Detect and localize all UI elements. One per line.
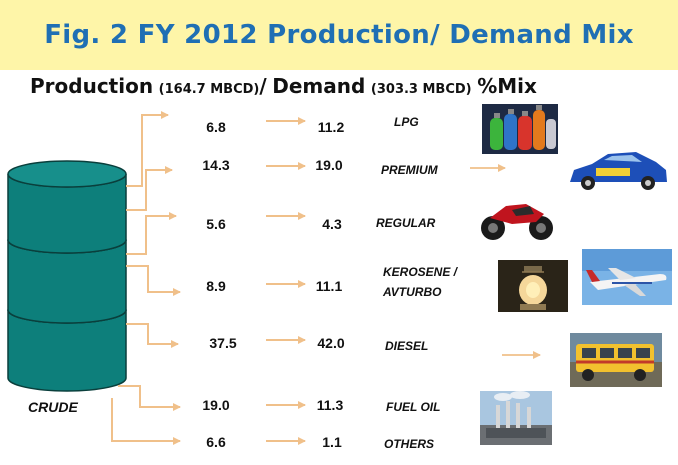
product-label-others: OTHERS bbox=[384, 437, 435, 451]
connector-premium bbox=[126, 166, 173, 211]
product-label-kerosene-line1: KEROSENE / bbox=[383, 265, 458, 279]
production-value-lpg: 6.8 bbox=[206, 119, 226, 135]
crude-label: CRUDE bbox=[28, 399, 78, 415]
crude-barrel bbox=[7, 160, 127, 392]
production-value-regular: 5.6 bbox=[206, 216, 226, 232]
connector-diesel bbox=[126, 323, 179, 348]
product-label-regular: REGULAR bbox=[376, 216, 436, 230]
product-label-lpg: LPG bbox=[394, 115, 419, 129]
connector-lpg bbox=[126, 111, 169, 187]
rally-car-photo-icon bbox=[566, 146, 670, 196]
lantern-photo-icon bbox=[498, 260, 568, 312]
production-value-fueloil: 19.0 bbox=[202, 397, 230, 413]
connector-regular bbox=[126, 212, 177, 255]
airplane-photo-icon bbox=[582, 249, 672, 305]
connector-kerosene bbox=[126, 265, 181, 296]
product-label-fueloil: FUEL OIL bbox=[386, 400, 441, 414]
title-banner: Fig. 2 FY 2012 Production/ Demand Mix bbox=[0, 0, 678, 70]
demand-total: (303.3 MBCD) bbox=[370, 82, 472, 97]
connector-fueloil bbox=[118, 385, 181, 411]
demand-value-kerosene: 11.1 bbox=[315, 278, 343, 294]
subtitle-separator: / bbox=[259, 74, 267, 98]
product-label-kerosene: KEROSENE / AVTURBO bbox=[383, 262, 457, 302]
jeepney-photo-icon bbox=[570, 333, 662, 387]
product-label-diesel: DIESEL bbox=[385, 339, 429, 353]
figure-title: Fig. 2 FY 2012 Production/ Demand Mix bbox=[44, 20, 634, 50]
demand-value-lpg: 11.2 bbox=[317, 119, 345, 135]
production-value-premium: 14.3 bbox=[202, 157, 230, 173]
motorcycle-photo-icon bbox=[478, 200, 556, 242]
demand-value-regular: 4.3 bbox=[322, 216, 342, 232]
demand-value-premium: 19.0 bbox=[315, 157, 343, 173]
production-value-others: 6.6 bbox=[206, 434, 226, 450]
product-label-kerosene-line2: AVTURBO bbox=[383, 285, 442, 299]
production-to-demand-arrows bbox=[266, 117, 306, 445]
production-value-diesel: 37.5 bbox=[209, 335, 237, 351]
connector-arrows bbox=[111, 111, 181, 445]
connector-others bbox=[111, 398, 181, 445]
lpg-tanks-photo-icon bbox=[482, 104, 558, 154]
demand-value-fueloil: 11.3 bbox=[316, 397, 344, 413]
production-total: (164.7 MBCD) bbox=[158, 82, 260, 97]
production-value-kerosene: 8.9 bbox=[206, 278, 226, 294]
mix-label: %Mix bbox=[477, 74, 537, 98]
product-label-premium: PREMIUM bbox=[381, 163, 438, 177]
demand-value-diesel: 42.0 bbox=[317, 335, 345, 351]
power-plant-photo-icon bbox=[480, 391, 552, 445]
production-word: Production bbox=[30, 74, 154, 98]
demand-word: Demand bbox=[272, 74, 366, 98]
subtitle: Production (164.7 MBCD)/ Demand (303.3 M… bbox=[30, 74, 537, 98]
demand-value-others: 1.1 bbox=[322, 434, 342, 450]
